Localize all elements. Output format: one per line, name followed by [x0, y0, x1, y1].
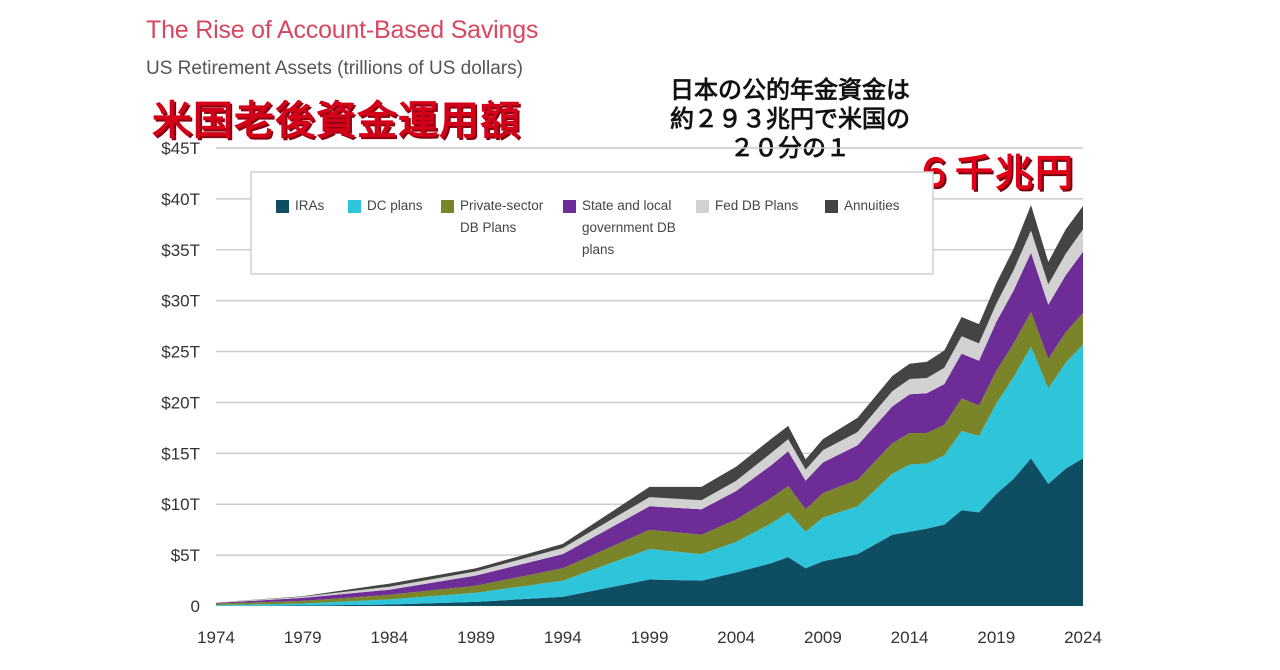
legend-label: Fed DB Plans: [715, 198, 799, 213]
x-tick-label: 1989: [457, 628, 495, 647]
area-private-sector-db-plans: [216, 311, 1083, 605]
legend-swatch: [441, 200, 454, 213]
y-tick-label: 0: [191, 597, 200, 616]
y-tick-label: $5T: [171, 546, 200, 565]
legend-label: Private-sector: [460, 198, 544, 213]
area-state-and-local-government-db-plans: [216, 251, 1083, 604]
x-tick-label: 2009: [804, 628, 842, 647]
jp-total-overlay: ６千兆円: [915, 151, 1076, 195]
legend-box: [250, 171, 934, 275]
x-tick-label: 2024: [1064, 628, 1102, 647]
y-tick-label: $25T: [161, 343, 200, 362]
legend-label: DB Plans: [460, 220, 517, 235]
y-tick-label: $10T: [161, 495, 200, 514]
legend-swatch: [563, 200, 576, 213]
legend-swatch: [825, 200, 838, 213]
legend-label: plans: [582, 242, 615, 257]
x-tick-label: 2014: [891, 628, 929, 647]
legend-swatch: [696, 200, 709, 213]
y-tick-label: $30T: [161, 292, 200, 311]
chart-subtitle: US Retirement Assets (trillions of US do…: [146, 58, 523, 79]
axis-layer: 0 $5T $10T $15T $20T $25T $30T $35T $40T $45T 1974…: [161, 139, 1102, 647]
legend-label: government DB: [582, 220, 676, 235]
legend-label: Annuities: [844, 198, 900, 213]
legend-label: DC plans: [367, 198, 423, 213]
legend-swatch: [276, 200, 289, 213]
y-tick-label: $35T: [161, 241, 200, 260]
legend: IRAs DC plans Private-sector DB Plans State …: [250, 171, 934, 275]
legend-label: State and local: [582, 198, 671, 213]
chart-title: The Rise of Account-Based Savings: [146, 16, 539, 44]
y-tick-label: $45T: [161, 139, 200, 158]
legend-swatch: [348, 200, 361, 213]
y-tick-label: $20T: [161, 393, 200, 412]
area-dc-plans: [216, 344, 1083, 606]
jp-heading-overlay: 米国老後資金運用額: [152, 98, 521, 144]
area-layer: [216, 205, 1083, 606]
x-tick-label: 1984: [370, 628, 408, 647]
jp-note-overlay: 日本の公的年金資金は 約２９３兆円で米国の ２０分の１: [670, 76, 910, 162]
y-tick-label: $15T: [161, 444, 200, 463]
x-tick-label: 1979: [284, 628, 322, 647]
area-iras: [216, 458, 1083, 606]
x-tick-label: 1974: [197, 628, 235, 647]
x-tick-label: 2004: [717, 628, 755, 647]
x-tick-label: 1994: [544, 628, 582, 647]
x-tick-label: 1999: [631, 628, 669, 647]
x-tick-label: 2019: [977, 628, 1015, 647]
legend-label: IRAs: [295, 198, 325, 213]
y-tick-label: $40T: [161, 190, 200, 209]
